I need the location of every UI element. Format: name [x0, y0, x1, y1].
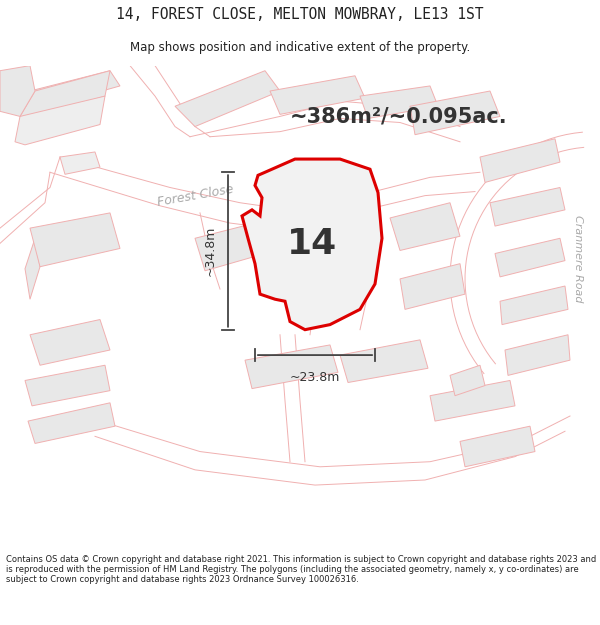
Polygon shape: [450, 365, 485, 396]
Polygon shape: [270, 76, 365, 114]
Polygon shape: [430, 381, 515, 421]
Polygon shape: [30, 319, 110, 365]
Polygon shape: [25, 238, 40, 299]
Text: ~386m²/~0.095ac.: ~386m²/~0.095ac.: [290, 106, 508, 126]
Polygon shape: [460, 426, 535, 467]
Text: ~34.8m: ~34.8m: [203, 226, 217, 276]
Polygon shape: [495, 238, 565, 277]
Polygon shape: [500, 286, 568, 324]
Polygon shape: [195, 223, 265, 271]
Text: ~23.8m: ~23.8m: [290, 371, 340, 384]
Polygon shape: [490, 188, 565, 226]
Text: 14, FOREST CLOSE, MELTON MOWBRAY, LE13 1ST: 14, FOREST CLOSE, MELTON MOWBRAY, LE13 1…: [116, 7, 484, 22]
Text: Contains OS data © Crown copyright and database right 2021. This information is : Contains OS data © Crown copyright and d…: [6, 554, 596, 584]
Polygon shape: [400, 264, 465, 309]
Polygon shape: [410, 91, 500, 134]
Text: Map shows position and indicative extent of the property.: Map shows position and indicative extent…: [130, 41, 470, 54]
Polygon shape: [390, 202, 460, 251]
Polygon shape: [242, 159, 382, 330]
Polygon shape: [505, 335, 570, 376]
Text: Forest Close: Forest Close: [156, 182, 234, 209]
Polygon shape: [28, 402, 115, 444]
Polygon shape: [245, 345, 338, 389]
Polygon shape: [25, 365, 110, 406]
Polygon shape: [340, 340, 428, 382]
Polygon shape: [0, 66, 35, 116]
Text: 14: 14: [287, 227, 337, 261]
Polygon shape: [175, 71, 280, 126]
Polygon shape: [15, 96, 105, 145]
Text: Cranmere Road: Cranmere Road: [573, 215, 583, 302]
Polygon shape: [60, 152, 100, 174]
Polygon shape: [360, 86, 438, 119]
Polygon shape: [30, 71, 120, 108]
Polygon shape: [480, 139, 560, 182]
Polygon shape: [30, 213, 120, 267]
Polygon shape: [20, 71, 110, 119]
